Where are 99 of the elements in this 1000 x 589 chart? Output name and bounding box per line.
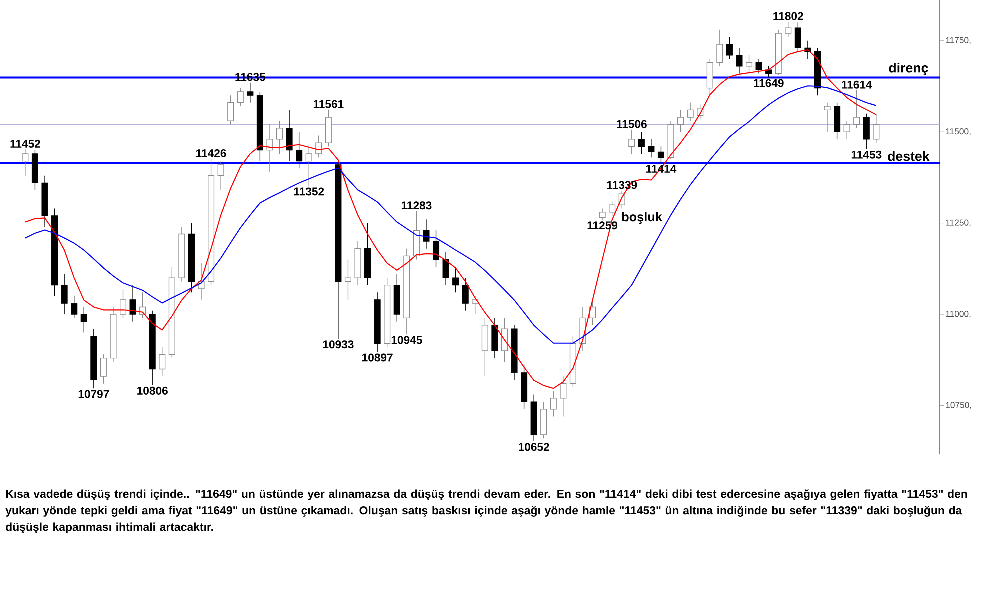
candlestick: [80, 306, 88, 334]
candlestick: [658, 146, 665, 164]
annotation: 10806: [138, 386, 168, 395]
y-tick-label: 10750,: [946, 402, 972, 410]
candlestick: [237, 88, 244, 107]
candlestick: [775, 30, 782, 76]
candlestick: [756, 58, 762, 74]
candlestick: [325, 109, 332, 148]
candlestick: [52, 208, 58, 297]
candlestick: [511, 325, 518, 381]
annotation: 10897: [362, 354, 393, 362]
text: Kısa vadede düşüş trendi içinde.. "11649" un üstünde yer alınamazsa da düşüş trendi devam eder. En son "11414" deki dibi test edercesine aşağıya gelen fiyatta "11453" den yukarı yönde tepki geldi ama fiyat "11649" un üstüne çıkamadı. Oluşan satış baskısı içinde aşağı yönde hamle "11453" ün altına indiğinde bu sefer "11339" daki boşluğun da düşüşle kapanması ihtimali artacaktır.: [6, 490, 968, 534]
candlestick: [628, 130, 636, 154]
y-tick-label: 11250,: [946, 220, 971, 227]
annotation: 11635: [236, 73, 266, 82]
candlestick: [218, 160, 224, 191]
candlestick: [159, 347, 166, 377]
candlestick: [492, 318, 498, 359]
candlestick: [482, 318, 488, 377]
candlestick: [149, 310, 156, 386]
candlestick: [32, 150, 38, 191]
candlestick: [599, 208, 606, 220]
candlestick: [540, 402, 548, 439]
candlestick: [824, 102, 831, 132]
candlestick: [168, 266, 176, 359]
candlestick: [256, 92, 264, 162]
candlestick: [306, 146, 312, 186]
y-tick-label: 11000,: [946, 310, 971, 318]
candlestick: [247, 82, 254, 104]
candlestick: [560, 376, 567, 418]
candlestick: [71, 296, 78, 319]
candlestick: [42, 176, 48, 228]
annotation: 11506: [617, 120, 647, 128]
candlestick: [208, 158, 215, 286]
candlestick: [364, 222, 372, 286]
annotation: 11283: [402, 202, 432, 210]
candlestick: [394, 274, 400, 322]
y-tick-label: 11500,: [946, 128, 971, 136]
candlestick: [335, 160, 342, 340]
candlestick: [873, 114, 880, 144]
candlestick: [785, 22, 792, 38]
annotation: 10652: [519, 443, 550, 452]
candlestick: [344, 259, 352, 300]
candlestick: [90, 328, 98, 389]
candlestick: [648, 139, 655, 158]
candlestick: [854, 90, 860, 129]
annotation: 10797: [78, 390, 110, 398]
candlestick: [687, 102, 694, 122]
candlestick: [716, 30, 724, 67]
annotation: 11649: [754, 79, 784, 88]
candlestick: [286, 110, 293, 162]
candlestick: [100, 354, 107, 384]
candlestick: [404, 248, 410, 335]
candlestick: [834, 102, 841, 140]
annotation: 11452: [10, 140, 40, 148]
candlestick: [432, 230, 440, 268]
candlestick: [120, 288, 127, 319]
candlestick: [354, 241, 362, 286]
candlestick: [296, 132, 303, 169]
candlestick: [678, 110, 684, 132]
annotation: 10933: [323, 340, 354, 349]
candlestick: [863, 114, 870, 150]
candlestick: [814, 48, 821, 96]
candlestick: [530, 394, 538, 442]
candlestick: [609, 201, 616, 216]
annotation: 11561: [314, 100, 344, 108]
annotation: boşluk: [622, 212, 662, 224]
candlestick: [736, 48, 743, 74]
candlestick: [452, 266, 460, 293]
candlestick: [638, 132, 645, 154]
candlestick: [442, 252, 450, 286]
annotation: 11802: [774, 12, 804, 20]
annotation: 11453: [852, 150, 882, 159]
candlestick: [22, 149, 29, 176]
annotation: 11426: [196, 149, 226, 158]
y-tick-label: 11750,: [946, 37, 971, 44]
candlestick: [706, 58, 714, 96]
ref-line-label: destek: [888, 151, 930, 162]
candlestick: [726, 36, 733, 60]
candlestick: [130, 285, 136, 322]
candlestick: [110, 306, 117, 362]
candlestick: [668, 120, 674, 160]
annotation: 10945: [392, 336, 422, 344]
candlestick: [178, 226, 186, 282]
candlestick: [374, 292, 381, 352]
annotation: 11352: [294, 188, 324, 196]
ref-line-label: direnç: [889, 63, 928, 76]
candlestick: [570, 336, 576, 388]
candlestick: [794, 22, 802, 52]
candlestick: [844, 120, 850, 140]
candlestick: [550, 390, 557, 418]
candlestick: [462, 278, 469, 312]
candlestick: [228, 95, 234, 126]
candlestick: [276, 120, 284, 154]
candlestick: [384, 278, 391, 348]
candlestick: [61, 274, 68, 315]
candlestick: [521, 365, 528, 410]
annotation: 11614: [842, 80, 872, 89]
candlestick: [188, 222, 195, 293]
